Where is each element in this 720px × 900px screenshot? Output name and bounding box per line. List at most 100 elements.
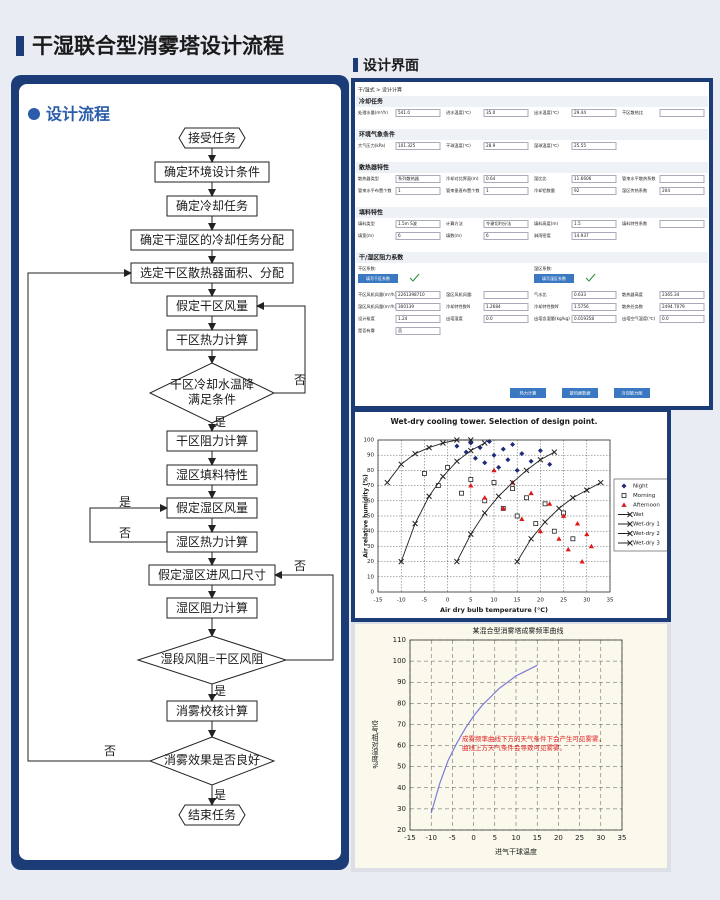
field-input[interactable] <box>483 109 529 117</box>
field-label: 淋雨密度 <box>534 232 552 239</box>
section-header <box>356 252 708 263</box>
field-input[interactable] <box>395 291 441 299</box>
field-input[interactable] <box>571 232 617 240</box>
field-input[interactable] <box>395 315 441 323</box>
field-input[interactable] <box>571 220 617 228</box>
loop-arrow <box>27 269 150 762</box>
field-input[interactable] <box>483 303 529 311</box>
field-label: 湿区风机风量(m³/h) <box>358 303 397 310</box>
section-header <box>356 162 708 173</box>
plot-frame <box>409 639 623 831</box>
field-input[interactable] <box>395 175 441 183</box>
resistance-button-label: 填写湿区系数 <box>542 275 566 281</box>
annotation: 成雾频率曲线下方的天气条件下会产生可见雾雾， <box>462 734 605 743</box>
resistance-button[interactable] <box>358 274 398 283</box>
field-value: 204 <box>662 188 670 193</box>
field-label: 湿比比 <box>534 175 547 182</box>
ui-button[interactable] <box>562 388 598 398</box>
field-input[interactable] <box>395 303 441 311</box>
x-tick-label: 5 <box>493 834 497 842</box>
legend-label: Wet <box>633 512 644 518</box>
field-label: 干区散热比 <box>622 109 643 116</box>
y-tick-label: 50 <box>397 763 406 771</box>
section-header <box>356 96 708 107</box>
field-input[interactable] <box>571 109 617 117</box>
decision-label: 干区冷却水温降 <box>170 377 254 391</box>
field-input[interactable] <box>395 109 441 117</box>
field-input[interactable] <box>571 175 617 183</box>
field-input[interactable] <box>395 327 441 335</box>
resistance-button[interactable] <box>534 274 574 283</box>
field-input[interactable] <box>483 291 529 299</box>
x-tick-label: -10 <box>425 834 436 842</box>
legend-label: Wet-dry 3 <box>633 541 660 547</box>
legend-label: Wet-dry 2 <box>633 531 660 537</box>
title-bar <box>16 36 24 56</box>
field-input[interactable] <box>659 220 705 228</box>
x-tick-label: -5 <box>449 834 456 842</box>
field-input[interactable] <box>571 303 617 311</box>
field-label: 管束垂直布置个数 <box>446 187 480 194</box>
morning-point <box>524 495 529 501</box>
field-input[interactable] <box>395 187 441 195</box>
y-tick-label: 20 <box>397 826 406 834</box>
field-input[interactable] <box>659 303 705 311</box>
field-input[interactable] <box>483 142 529 150</box>
field-label: 湿区传热系数 <box>622 187 648 194</box>
night-point <box>486 439 492 445</box>
field-value: 29.44 <box>574 110 586 115</box>
field-input[interactable] <box>571 142 617 150</box>
plot-frame <box>377 439 611 593</box>
field-input[interactable] <box>483 187 529 195</box>
field-input[interactable] <box>659 175 705 183</box>
chart-title: 某混合型消雾塔成雾频率曲线 <box>473 626 564 635</box>
field-input[interactable] <box>659 109 705 117</box>
morning-point <box>510 486 515 492</box>
field-input[interactable] <box>571 291 617 299</box>
field-input[interactable] <box>395 232 441 240</box>
x-tick-label: 15 <box>514 598 521 604</box>
field-label: 管束水平散热系数 <box>622 175 656 182</box>
field-input[interactable] <box>483 175 529 183</box>
section-title: 干/湿区阻力系数 <box>359 254 404 262</box>
field-input[interactable] <box>483 315 529 323</box>
annotation: 曲线上方天气条件会导致可见雾雾。 <box>462 743 566 752</box>
field-input[interactable] <box>571 315 617 323</box>
ui-button[interactable] <box>614 388 650 398</box>
field-input[interactable] <box>659 315 705 323</box>
y-tick-label: 10 <box>367 574 374 580</box>
field-label: 出塔含湿量(kg/kg) <box>534 315 570 322</box>
field-input[interactable] <box>483 220 529 228</box>
field-input[interactable] <box>571 187 617 195</box>
y-tick-label: 30 <box>397 805 406 813</box>
ui-button-label: 热力计算 <box>520 390 537 397</box>
field-label: 湿区风机风量: <box>446 291 473 298</box>
y-tick-label: 80 <box>397 699 406 707</box>
x-tick-label: -10 <box>397 598 406 604</box>
morning-point <box>421 471 427 476</box>
field-value: 0.0 <box>662 316 669 321</box>
afternoon-point <box>621 502 627 507</box>
field-label: 大气压力(kPa) <box>358 142 386 149</box>
y-tick-label: 50 <box>367 514 374 520</box>
field-value: 28.9 <box>486 143 496 148</box>
field-input[interactable] <box>659 291 705 299</box>
field-value: 0.64 <box>486 176 496 181</box>
edge-label: 是 <box>214 684 226 698</box>
field-label: 出水温度(℃) <box>534 109 559 116</box>
field-input[interactable] <box>395 220 441 228</box>
legend-box <box>613 478 669 552</box>
field-input[interactable] <box>483 232 529 240</box>
section-header <box>356 207 708 218</box>
ui-button-label: 冷却能力图 <box>622 390 643 397</box>
field-label: 干球温度(℃) <box>446 142 471 149</box>
field-value: 1.2684 <box>486 304 501 309</box>
field-value: 35.0 <box>486 110 496 115</box>
field-input[interactable] <box>659 187 705 195</box>
legend-label: Wet-dry 1 <box>633 522 660 528</box>
decision-label: 消雾效果是否良好 <box>164 752 260 767</box>
ui-button[interactable] <box>510 388 546 398</box>
field-value: 6 <box>486 233 489 238</box>
field-input[interactable] <box>395 142 441 150</box>
morning-point <box>445 464 451 470</box>
